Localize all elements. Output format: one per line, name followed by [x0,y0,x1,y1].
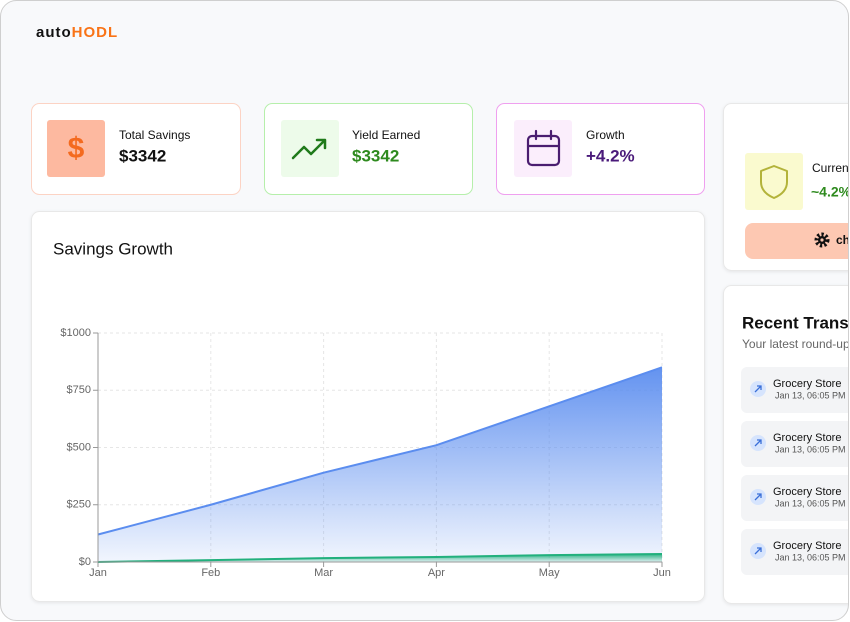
stat-value: +4.2% [586,146,635,165]
x-tick-label: Jan [89,567,107,579]
item-date: Jan 13, 06:05 PM [775,390,846,400]
item-icon-arrow [754,439,762,447]
item-date: Jan 13, 06:05 PM [775,552,846,562]
trend-icon [291,138,327,160]
y-tick-label: $1000 [60,327,91,339]
icon-bg [514,120,572,177]
button-label[interactable]: ch [836,233,850,247]
shield-icon [760,165,788,199]
transactions-subtitle: Your latest round-up [742,337,850,351]
logo-accent: HODL [72,24,119,41]
settings-button[interactable]: ch [745,223,850,259]
item-name: Grocery Store [773,432,841,444]
dollar-icon: $ [68,132,85,165]
item-bg [741,475,849,521]
x-tick-label: Apr [428,567,445,579]
y-tick-label: $750 [67,384,91,396]
stat-label: Yield Earned [352,128,420,142]
stat-label: Growth [586,128,625,142]
gear-icon [814,232,830,248]
item-date: Jan 13, 06:05 PM [775,444,846,454]
stat-card: Growth +4.2% [496,103,705,195]
y-tick-label: $500 [67,441,91,453]
y-tick-label: $0 [79,556,91,568]
calendar-icon [526,129,561,167]
line [97,552,663,563]
logo: autoHODL [36,24,118,41]
x-tick-label: Feb [201,567,220,579]
line [97,366,663,536]
item-name: Grocery Store [773,378,841,390]
stat-label: Total Savings [119,128,190,142]
icon-bg [47,120,105,177]
x-tick-label: Mar [314,567,333,579]
item-bg [741,367,849,413]
item-icon-arrow [754,547,762,555]
chart-title: Savings Growth [53,239,173,258]
logo-text: auto [36,24,72,41]
item-name: Grocery Store [773,486,841,498]
y-tick-label: $250 [67,499,91,511]
stat-value: $3342 [352,146,399,165]
stat-card: $ Total Savings $3342 [31,103,241,195]
gear-icon [820,238,824,242]
protection-card: Current ~4.2% ch [723,103,850,271]
item-bg [741,529,849,575]
item-date: Jan 13, 06:05 PM [775,498,846,508]
icon-bg [281,120,339,177]
protection-label: Current [812,161,850,175]
item-name: Grocery Store [773,540,841,552]
item-icon-arrow [754,493,762,501]
protection-value: ~4.2% [811,184,850,200]
icon-bg [745,153,803,210]
transactions-title: Recent Transa [742,313,850,332]
chart: $0 $250 $500 $750 $1000 Jan Feb Mar Apr May Jun [60,327,670,579]
item-icon-arrow [754,385,762,393]
x-tick-label: Jun [653,567,671,579]
stat-card: Yield Earned $3342 [264,103,473,195]
x-tick-label: May [539,567,560,579]
stat-value: $3342 [119,146,166,165]
item-bg [741,421,849,467]
